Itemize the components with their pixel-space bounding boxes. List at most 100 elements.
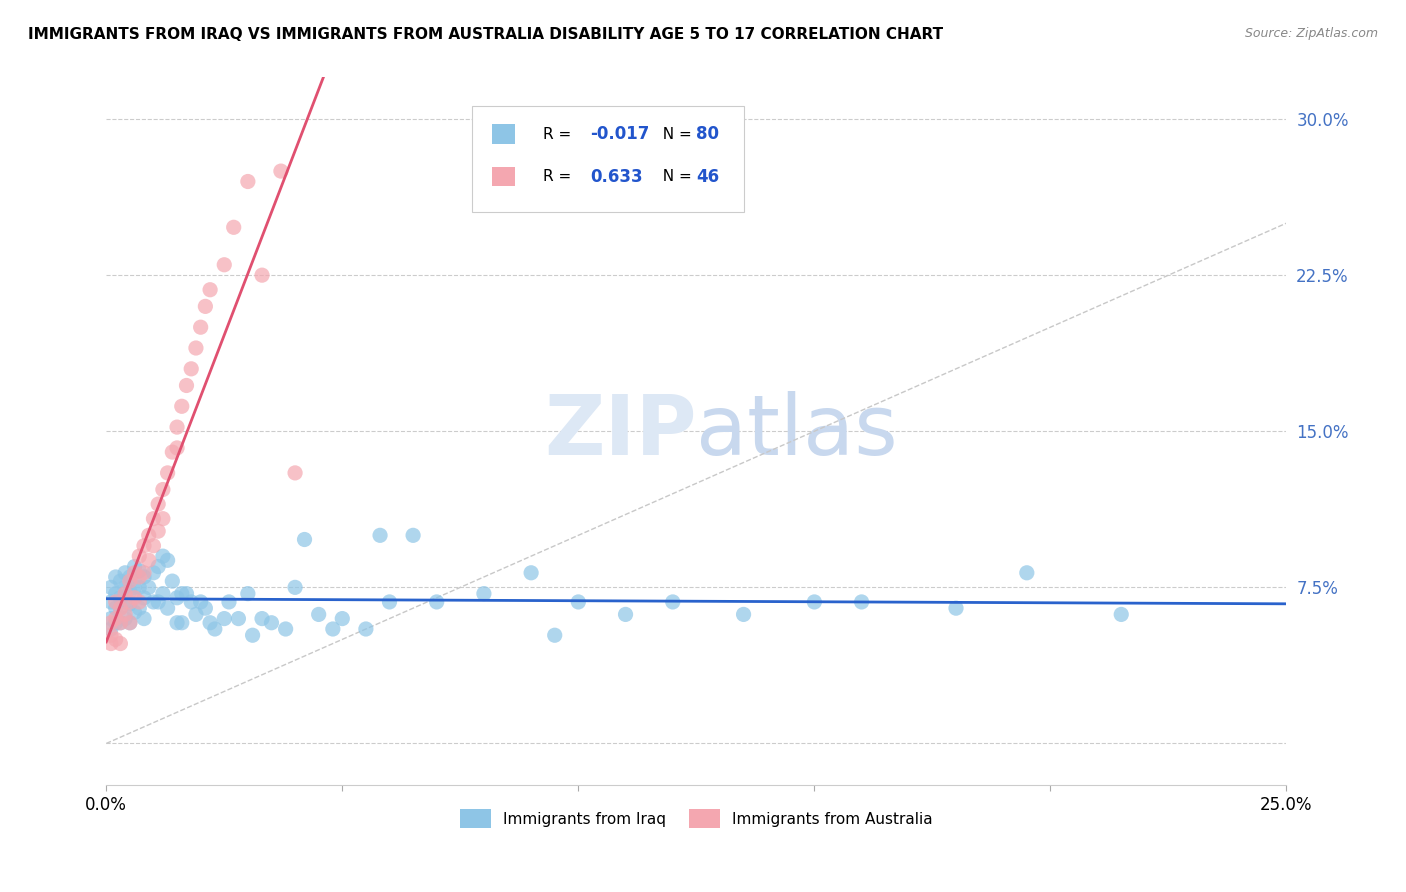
Point: [118, 615, 141, 630]
Point: [110, 615, 132, 630]
Point: [194, 299, 217, 313]
Point: [110, 636, 132, 650]
Point: [110, 591, 132, 605]
Point: [567, 595, 589, 609]
Point: [284, 580, 307, 594]
Point: [190, 320, 212, 334]
Point: [146, 559, 169, 574]
Point: [214, 258, 236, 272]
Point: [236, 174, 259, 188]
Point: [138, 580, 160, 594]
Point: [152, 511, 174, 525]
Point: [945, 601, 967, 615]
Point: [128, 601, 150, 615]
Point: [114, 566, 136, 580]
Point: [100, 595, 122, 609]
Point: [250, 268, 273, 282]
Text: -0.017: -0.017: [591, 125, 650, 143]
Point: [190, 595, 212, 609]
Point: [520, 566, 543, 580]
Point: [152, 586, 174, 600]
Point: [110, 615, 132, 630]
Point: [132, 566, 155, 580]
Text: atlas: atlas: [696, 391, 898, 472]
Point: [378, 595, 401, 609]
Point: [180, 595, 202, 609]
Point: [138, 528, 160, 542]
Text: 0.633: 0.633: [591, 168, 643, 186]
Point: [110, 574, 132, 588]
Point: [114, 580, 136, 594]
Text: Source: ZipAtlas.com: Source: ZipAtlas.com: [1244, 27, 1378, 40]
Point: [124, 566, 146, 580]
Point: [426, 595, 449, 609]
Point: [100, 611, 122, 625]
Point: [661, 595, 683, 609]
Point: [142, 566, 165, 580]
Point: [176, 378, 198, 392]
Point: [170, 399, 193, 413]
Text: R =: R =: [543, 127, 576, 142]
Point: [402, 528, 425, 542]
Point: [198, 615, 221, 630]
Point: [354, 622, 377, 636]
Point: [142, 511, 165, 525]
Point: [184, 607, 207, 622]
Point: [180, 361, 202, 376]
Point: [156, 553, 179, 567]
Point: [104, 570, 127, 584]
Point: [260, 615, 283, 630]
Point: [132, 591, 155, 605]
Point: [114, 586, 136, 600]
Text: IMMIGRANTS FROM IRAQ VS IMMIGRANTS FROM AUSTRALIA DISABILITY AGE 5 TO 17 CORRELA: IMMIGRANTS FROM IRAQ VS IMMIGRANTS FROM …: [28, 27, 943, 42]
Point: [100, 615, 122, 630]
Point: [104, 586, 127, 600]
Point: [104, 595, 127, 609]
Point: [614, 607, 637, 622]
Point: [104, 601, 127, 615]
Point: [1015, 566, 1038, 580]
Point: [162, 574, 184, 588]
Point: [228, 611, 250, 625]
Point: [118, 584, 141, 599]
Point: [170, 586, 193, 600]
Point: [242, 628, 264, 642]
Point: [472, 586, 495, 600]
Point: [114, 595, 136, 609]
Point: [170, 615, 193, 630]
Point: [544, 628, 567, 642]
Text: R =: R =: [543, 169, 581, 184]
Point: [146, 497, 169, 511]
Point: [146, 524, 169, 538]
Point: [142, 595, 165, 609]
Point: [118, 595, 141, 609]
Point: [308, 607, 330, 622]
Point: [128, 564, 150, 578]
Point: [162, 445, 184, 459]
Point: [152, 549, 174, 563]
Point: [851, 595, 873, 609]
Point: [152, 483, 174, 497]
Point: [274, 622, 297, 636]
Point: [100, 580, 122, 594]
Point: [204, 622, 226, 636]
Point: [250, 611, 273, 625]
Point: [236, 586, 259, 600]
Point: [330, 611, 353, 625]
Point: [118, 615, 141, 630]
Point: [194, 601, 217, 615]
Point: [132, 570, 155, 584]
Text: N =: N =: [652, 169, 696, 184]
Legend: Immigrants from Iraq, Immigrants from Australia: Immigrants from Iraq, Immigrants from Au…: [454, 803, 939, 834]
Point: [222, 220, 245, 235]
Point: [138, 553, 160, 567]
Text: 46: 46: [696, 168, 720, 186]
Point: [118, 570, 141, 584]
Point: [114, 607, 136, 622]
Point: [156, 466, 179, 480]
Point: [1109, 607, 1132, 622]
Point: [176, 586, 198, 600]
Point: [110, 601, 132, 615]
Point: [146, 595, 169, 609]
Point: [166, 420, 188, 434]
